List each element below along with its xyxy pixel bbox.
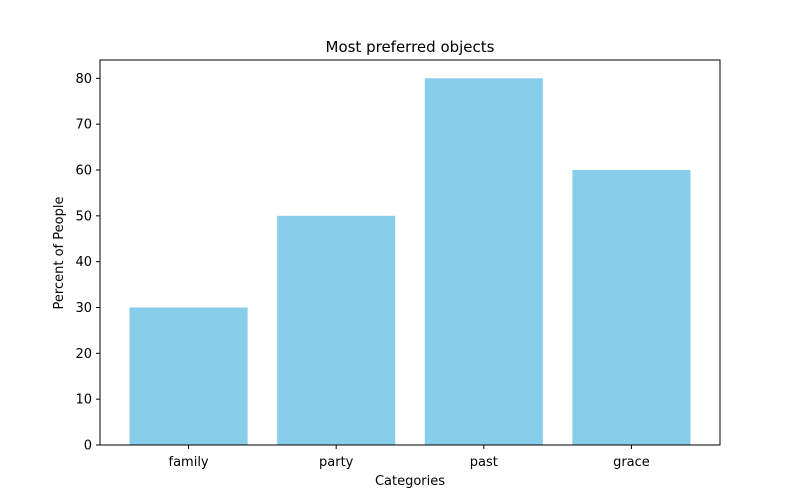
y-tick-label: 70 (75, 118, 92, 133)
y-tick-label: 80 (75, 72, 92, 87)
x-axis-label: Categories (375, 474, 445, 489)
x-tick-label: past (470, 455, 498, 470)
y-tick-label: 10 (75, 393, 92, 408)
plot-frame (99, 59, 721, 446)
bar-past (424, 78, 543, 445)
y-tick-label: 0 (84, 439, 92, 454)
y-axis-label: Percent of People (52, 197, 67, 310)
bar-party (277, 215, 396, 445)
y-tick-label: 30 (75, 301, 92, 316)
x-axis: family party past grace (169, 445, 650, 470)
y-tick-label: 20 (75, 347, 92, 362)
bars-layer (129, 78, 691, 445)
bar-family (129, 307, 248, 445)
x-tick-label: grace (613, 455, 650, 470)
y-tick-label: 40 (75, 255, 92, 270)
y-axis: 0 10 20 30 40 50 60 70 80 (75, 72, 100, 454)
x-tick-label: party (319, 455, 354, 470)
y-tick-label: 50 (75, 209, 92, 224)
x-tick-label: family (169, 455, 209, 470)
y-tick-label: 60 (75, 164, 92, 179)
chart-title: Most preferred objects (326, 38, 495, 56)
bar-grace (572, 170, 691, 445)
